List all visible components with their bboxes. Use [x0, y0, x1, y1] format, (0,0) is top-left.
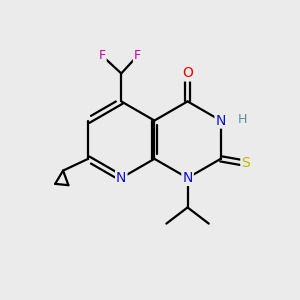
Text: O: O: [182, 66, 193, 80]
Text: H: H: [238, 112, 248, 126]
Text: N: N: [182, 171, 193, 185]
Text: F: F: [99, 49, 106, 62]
Text: S: S: [242, 156, 250, 170]
Text: N: N: [116, 171, 127, 185]
Text: N: N: [215, 114, 226, 128]
Text: F: F: [134, 49, 141, 62]
